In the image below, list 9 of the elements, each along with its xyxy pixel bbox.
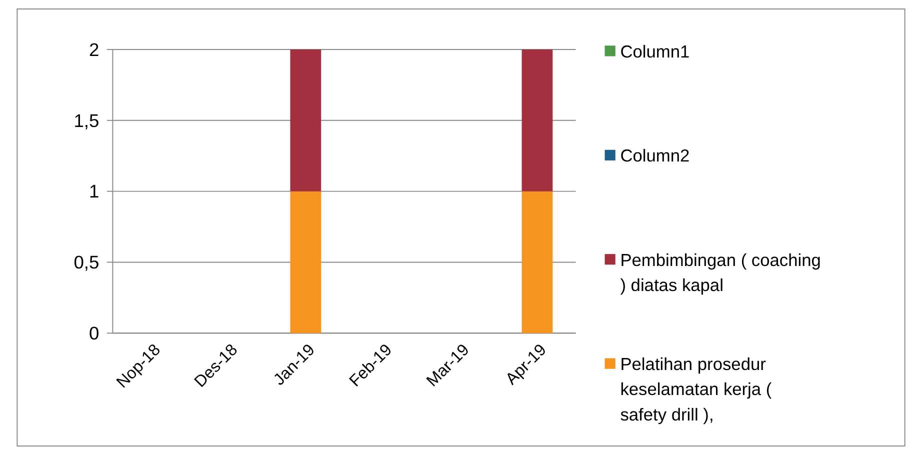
y-tick-label: 2 [88,38,100,60]
legend-label: Pembimbingan ( coaching ) diatas kapal [620,250,821,295]
legend-label: Column1 [620,41,690,62]
y-tick-label: 1 [88,180,100,202]
y-tick-label: 0 [88,322,100,344]
legend-label: Pelatihan prosedur keselamatan kerja ( safety drill ), [620,354,772,424]
y-tick-label: 0,5 [74,252,100,273]
y-tick-label: 1,5 [74,110,100,131]
legend-label: Column2 [620,146,690,166]
